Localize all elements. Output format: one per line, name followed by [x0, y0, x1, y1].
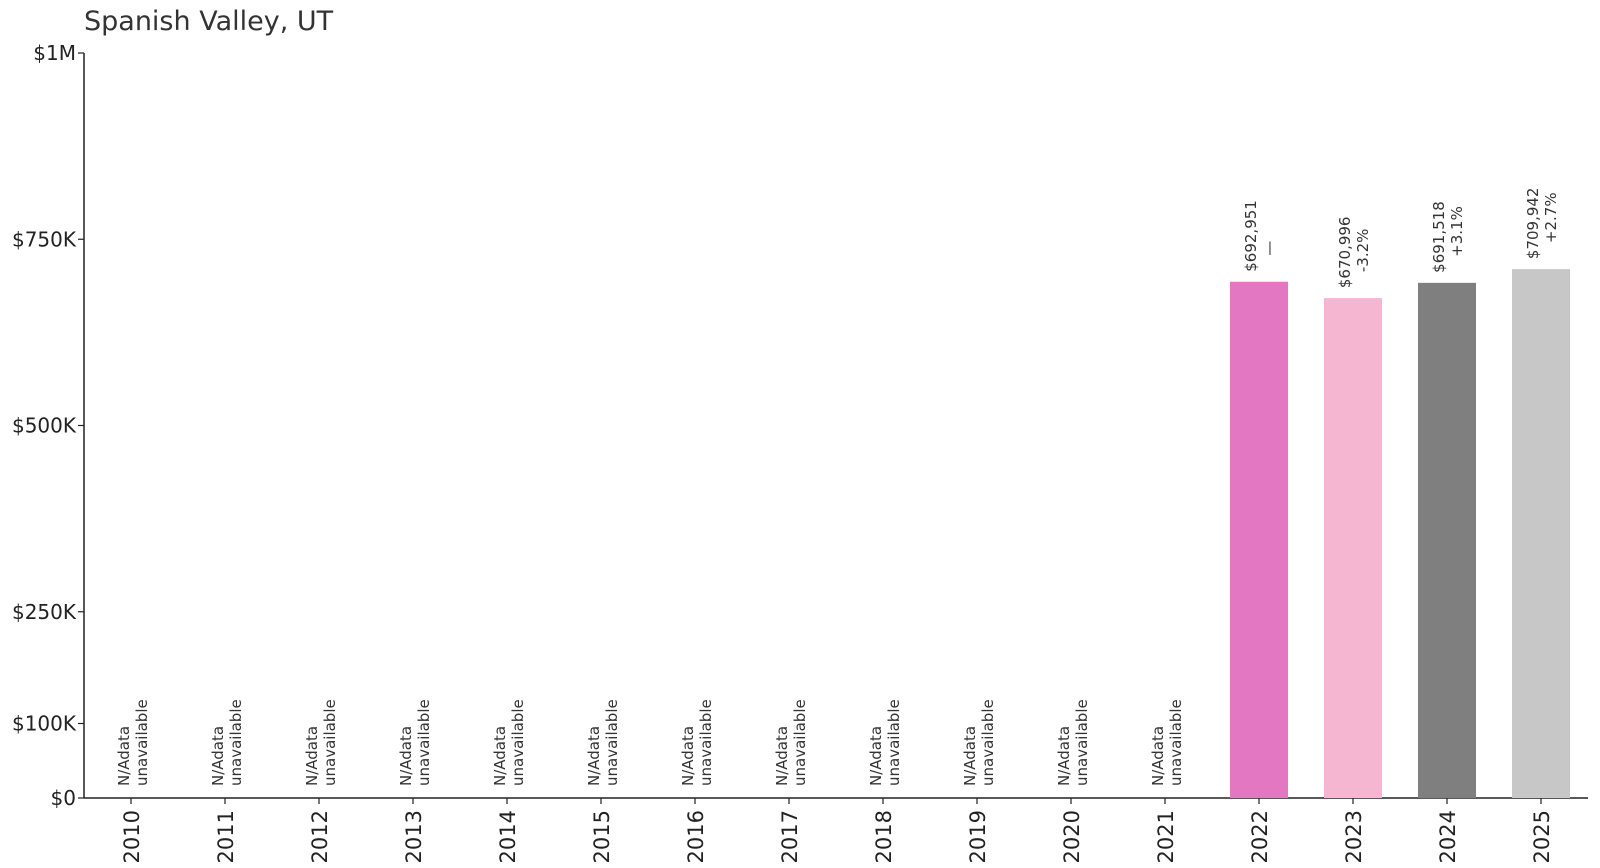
value-label: $709,942 — [1524, 188, 1542, 260]
x-tick-label: 2023 — [1342, 810, 1366, 863]
bar — [1418, 282, 1476, 798]
x-tick-label: 2012 — [308, 810, 332, 863]
change-label: +3.1% — [1448, 206, 1466, 257]
bars — [1230, 269, 1570, 799]
na-label-line1: N/Adata — [209, 726, 227, 786]
value-label: $691,518 — [1430, 201, 1448, 273]
x-tick-label: 2011 — [214, 810, 238, 863]
na-label-line2: unavailable — [979, 699, 997, 786]
na-label-line2: unavailable — [697, 699, 715, 786]
chart-title: Spanish Valley, UT — [84, 6, 334, 37]
x-tick-label: 2013 — [402, 810, 426, 863]
y-axis: $0 $100K $250K $500K $750K $1M — [12, 41, 85, 810]
y-tick-label: $750K — [12, 227, 77, 251]
na-label-line1: N/Adata — [397, 726, 415, 786]
x-tick-label: 2020 — [1060, 810, 1084, 863]
x-tick-label: 2017 — [778, 810, 802, 863]
na-label-line1: N/Adata — [1149, 726, 1167, 786]
na-label-line2: unavailable — [509, 699, 527, 786]
na-label: N/Adata unavailable — [209, 699, 245, 786]
x-axis: 2010 2011 2012 2013 2014 2015 2016 2017 2018 2019… — [84, 797, 1588, 863]
na-label-line1: N/Adata — [773, 726, 791, 786]
na-label-line2: unavailable — [1167, 699, 1185, 786]
x-tick-label: 2015 — [590, 810, 614, 863]
na-label-line2: unavailable — [321, 699, 339, 786]
value-label: $692,951 — [1242, 200, 1260, 272]
y-tick-label: $500K — [12, 414, 77, 438]
na-label-line1: N/Adata — [303, 726, 321, 786]
y-tick-label: $250K — [12, 600, 77, 624]
bar-labels: N/Adata unavailable N/Adata unavailable N/Ad… — [115, 188, 1560, 786]
value-label: $670,996 — [1336, 217, 1354, 289]
x-tick-label: 2019 — [966, 810, 990, 863]
bar — [1512, 269, 1570, 798]
na-label-line2: unavailable — [133, 699, 151, 786]
na-label: N/Adata unavailable — [1149, 699, 1185, 786]
change-label: +2.7% — [1542, 192, 1560, 243]
na-label: N/Adata unavailable — [961, 699, 997, 786]
y-tick-label: $1M — [33, 41, 76, 65]
na-label: N/Adata unavailable — [679, 699, 715, 786]
na-label: N/Adata unavailable — [303, 699, 339, 786]
na-label-line1: N/Adata — [961, 726, 979, 786]
x-tick-label: 2016 — [684, 810, 708, 863]
change-label: -3.2% — [1354, 229, 1372, 273]
x-tick-label: 2018 — [872, 810, 896, 863]
x-tick-label: 2014 — [496, 810, 520, 863]
na-label-line2: unavailable — [415, 699, 433, 786]
bar — [1324, 298, 1382, 798]
na-label-line2: unavailable — [603, 699, 621, 786]
x-tick-label: 2010 — [120, 810, 144, 863]
x-tick-label: 2025 — [1530, 810, 1554, 863]
na-label-line1: N/Adata — [491, 726, 509, 786]
na-label: N/Adata unavailable — [773, 699, 809, 786]
na-label-line1: N/Adata — [1055, 726, 1073, 786]
y-tick-label: $0 — [51, 786, 76, 810]
na-label: N/Adata unavailable — [585, 699, 621, 786]
na-label: N/Adata unavailable — [397, 699, 433, 786]
x-tick-label: 2024 — [1436, 810, 1460, 863]
na-label-line2: unavailable — [885, 699, 903, 786]
na-label-line2: unavailable — [791, 699, 809, 786]
na-label: N/Adata unavailable — [867, 699, 903, 786]
bar — [1230, 281, 1288, 799]
na-label-line2: unavailable — [1073, 699, 1091, 786]
na-label-line1: N/Adata — [867, 726, 885, 786]
x-tick-label: 2021 — [1154, 810, 1178, 863]
change-label: — — [1260, 241, 1278, 256]
na-label-line1: N/Adata — [585, 726, 603, 786]
na-label: N/Adata unavailable — [1055, 699, 1091, 786]
x-tick-label: 2022 — [1248, 810, 1272, 863]
na-label-line2: unavailable — [227, 699, 245, 786]
na-label-line1: N/Adata — [679, 726, 697, 786]
na-label: N/Adata unavailable — [491, 699, 527, 786]
na-label-line1: N/Adata — [115, 726, 133, 786]
y-tick-label: $100K — [12, 712, 77, 736]
na-label: N/Adata unavailable — [115, 699, 151, 786]
